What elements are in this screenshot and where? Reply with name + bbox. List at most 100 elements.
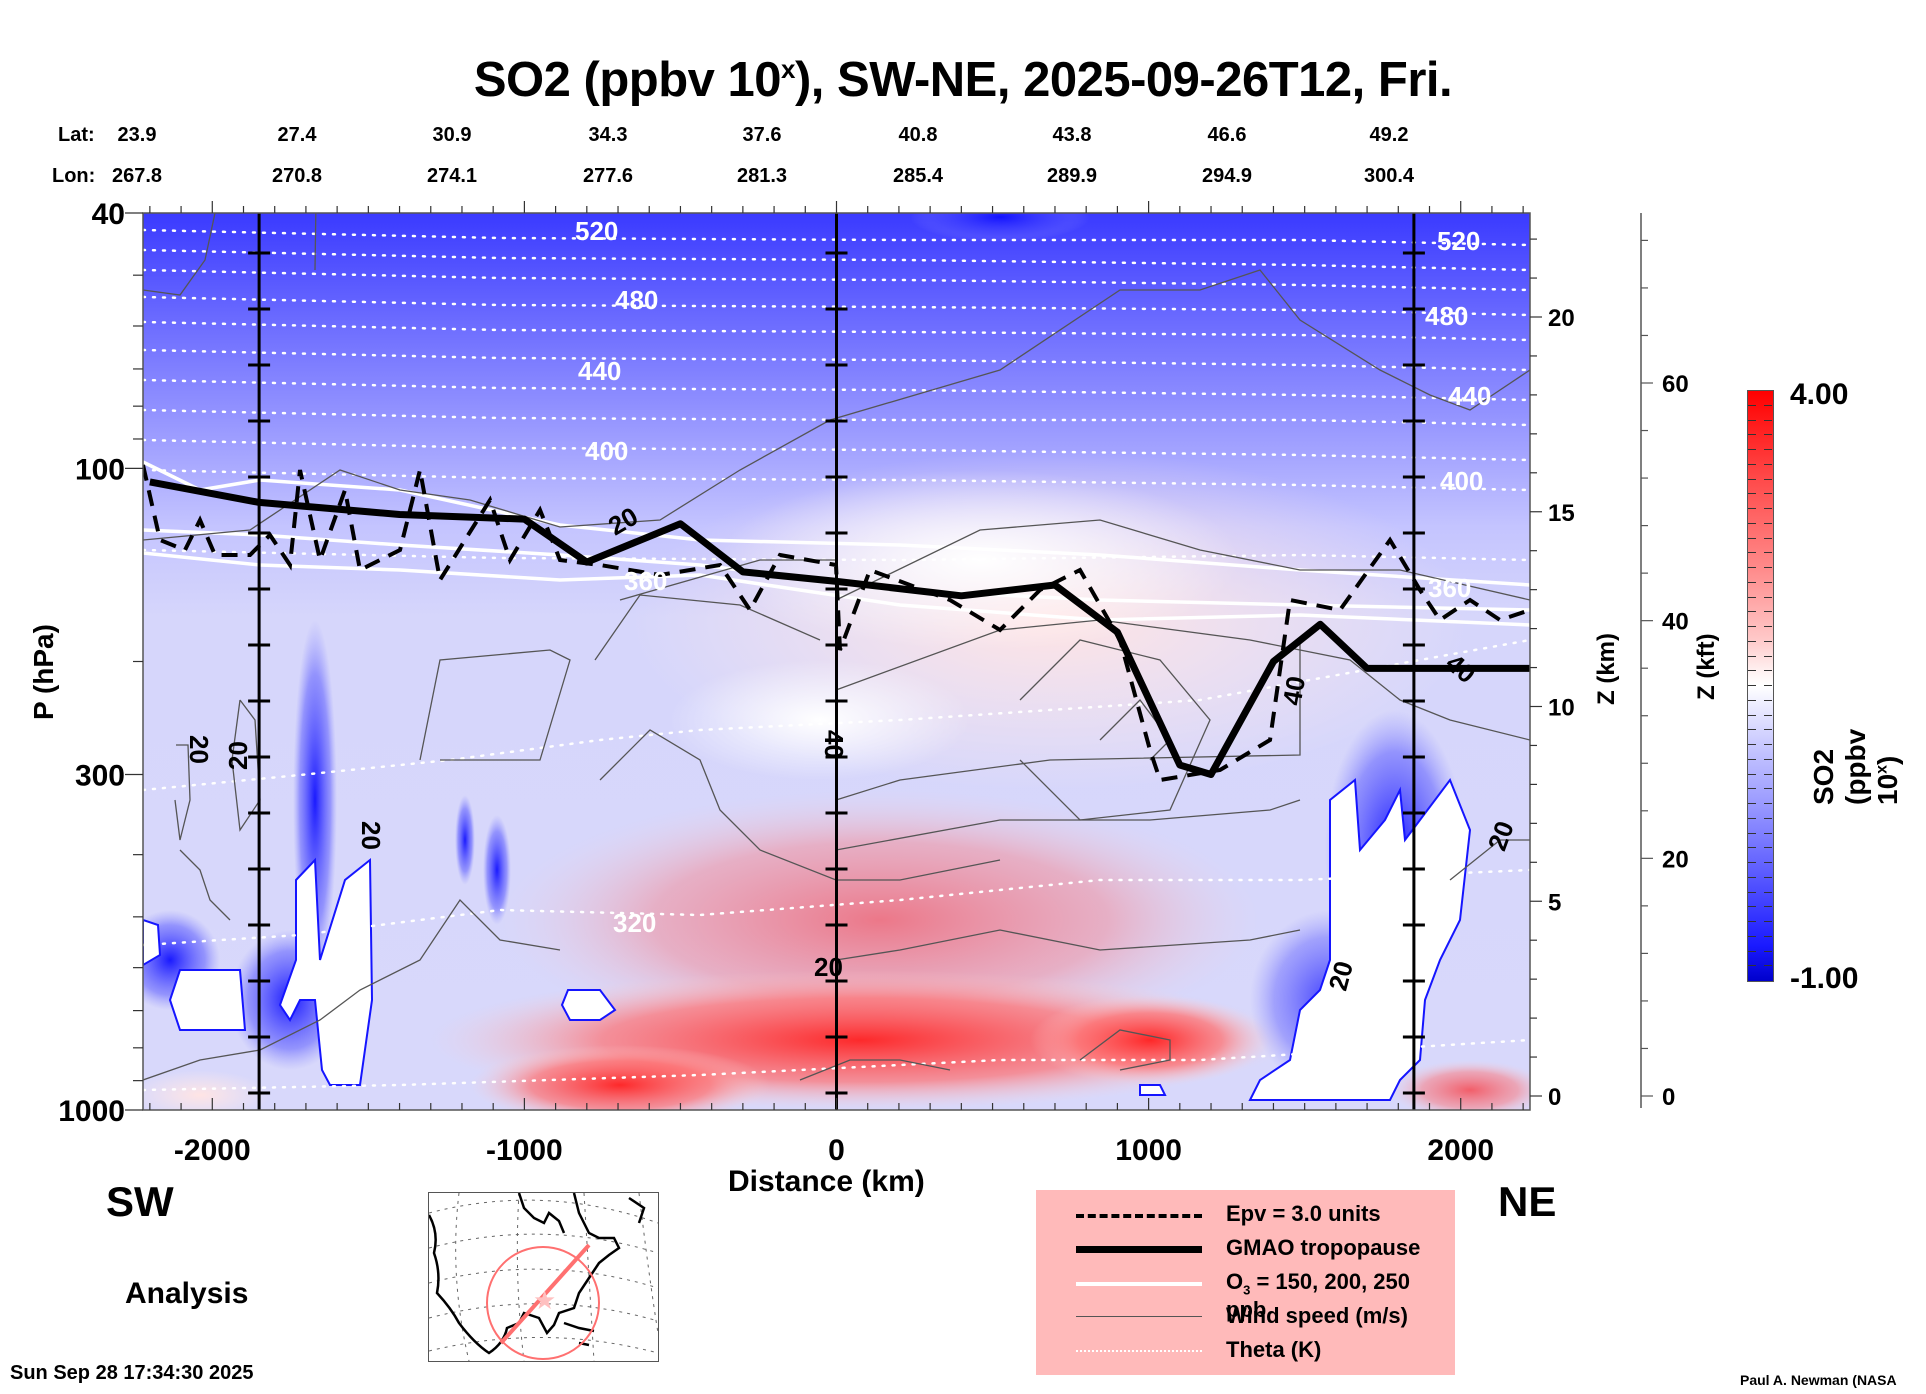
z-kft-axis-label: Z (kft) xyxy=(1693,633,1720,700)
colorbar-tick xyxy=(1748,817,1756,819)
colorbar-tick xyxy=(1764,463,1772,465)
dashed-line-icon xyxy=(1076,1214,1202,1218)
contour-label: 480 xyxy=(1425,301,1468,331)
colorbar-tick xyxy=(1764,699,1772,701)
lat-value: 30.9 xyxy=(432,124,472,146)
wind-contour xyxy=(835,799,1301,851)
map-graticule xyxy=(429,1193,658,1361)
colorbar-tick xyxy=(1748,714,1756,716)
x-tick-label: -1000 xyxy=(486,1134,563,1167)
wind-contour xyxy=(419,649,571,761)
legend-item-theta: Theta (K) xyxy=(1036,1334,1455,1368)
legend-item-wind: Wind speed (m/s) xyxy=(1036,1300,1455,1334)
z-km-axis-label: Z (km) xyxy=(1593,633,1620,705)
colorbar-tick xyxy=(1748,862,1756,863)
lat-label: Lat: xyxy=(58,124,95,146)
field-region-below-range xyxy=(278,857,374,1086)
wind-contour xyxy=(835,929,1301,961)
x-tick-label: 2000 xyxy=(1427,1134,1494,1167)
field-region-white xyxy=(670,660,970,780)
colorbar-tick xyxy=(1764,758,1772,760)
z-km-tick-label: 20 xyxy=(1548,305,1575,332)
lat-value: 34.3 xyxy=(588,124,628,146)
colorbar-tick xyxy=(1764,655,1772,657)
lat-value: 37.6 xyxy=(742,124,782,146)
colorbar-tick xyxy=(1748,699,1756,701)
lon-value: 300.4 xyxy=(1363,165,1415,187)
lat-value: 40.8 xyxy=(898,124,938,146)
tropopause-line xyxy=(149,478,1530,778)
range-circle xyxy=(486,1246,600,1360)
ozone-contour xyxy=(143,551,1530,627)
white-line-icon xyxy=(1076,1282,1202,1286)
colorbar-tick xyxy=(1764,921,1772,922)
y-axis-label: P (hPa) xyxy=(28,624,59,720)
lon-value: 281.3 xyxy=(736,165,788,187)
lon-value: 277.6 xyxy=(582,165,634,187)
theta-contour xyxy=(143,868,1530,947)
colorbar-tick xyxy=(1748,581,1756,583)
field-region-below-range xyxy=(143,918,162,967)
colorbar-tick xyxy=(1764,404,1772,406)
field-region-blue xyxy=(483,815,511,925)
colorbar-tick xyxy=(1748,876,1756,878)
contour-label: 520 xyxy=(1437,226,1480,256)
colorbar-tick xyxy=(1764,891,1772,893)
legend-item-o3: O3 = 150, 200, 250 ppb xyxy=(1036,1266,1455,1322)
field-region-blue xyxy=(910,213,1090,242)
colorbar-tick xyxy=(1748,449,1756,450)
colorbar-min-label: -1.00 xyxy=(1790,962,1859,995)
contour-label: 20 xyxy=(184,735,214,764)
z-kft-tick-label: 40 xyxy=(1662,609,1689,636)
colorbar-tick xyxy=(1748,803,1756,804)
colorbar-tick xyxy=(1764,744,1772,745)
colorbar-tick xyxy=(1748,921,1756,922)
x-tick-label: 0 xyxy=(828,1134,845,1167)
wind-contour xyxy=(143,898,561,1081)
lat-value: 27.4 xyxy=(277,124,317,146)
colorbar-tick xyxy=(1748,655,1756,657)
field-region-red xyxy=(1390,1060,1530,1110)
z-kft-tick-label: 60 xyxy=(1662,371,1689,398)
field-region-red xyxy=(470,1045,770,1110)
direction-right-label: NE xyxy=(1498,1178,1557,1225)
colorbar-tick xyxy=(1764,449,1772,450)
colorbar-tick xyxy=(1764,803,1772,804)
colorbar-tick xyxy=(1764,567,1772,568)
field-region-below-range xyxy=(168,969,247,1031)
colorbar-tick xyxy=(1748,758,1756,760)
colorbar-tick xyxy=(1764,773,1772,775)
y-tick-label: 100 xyxy=(75,453,125,486)
x-tick-label: -2000 xyxy=(174,1134,251,1167)
y-tick-label: 1000 xyxy=(58,1095,125,1128)
chart-title: SO2 (ppbv 10x), SW-NE, 2025-09-26T12, Fr… xyxy=(473,53,1453,107)
colorbar-tick xyxy=(1748,434,1756,436)
colorbar-tick xyxy=(1764,552,1772,554)
colorbar-tick xyxy=(1764,611,1772,613)
colorbar-tick xyxy=(1764,670,1772,672)
contour-label: 20 xyxy=(814,952,843,982)
colorbar-tick xyxy=(1748,773,1756,775)
colorbar-tick xyxy=(1748,508,1756,509)
y-tick-label: 40 xyxy=(92,198,125,231)
wind-contour xyxy=(799,1059,951,1081)
colorbar-tick xyxy=(1748,419,1756,421)
colorbar-tick xyxy=(1764,714,1772,716)
colorbar-tick xyxy=(1748,567,1756,568)
field-region-pink xyxy=(143,1070,270,1110)
colorbar-tick xyxy=(1764,729,1772,731)
cross-section-track xyxy=(499,1243,591,1345)
contour-label: 440 xyxy=(1448,381,1491,411)
lon-value: 274.1 xyxy=(426,165,478,187)
location-map-inset: ★ xyxy=(428,1192,659,1362)
lon-value: 289.9 xyxy=(1046,165,1098,187)
wind-contour xyxy=(143,213,216,296)
contour-label: 360 xyxy=(1428,573,1471,603)
lon-value: 267.8 xyxy=(111,165,163,187)
z-km-tick-label: 10 xyxy=(1548,695,1575,722)
colorbar-tick xyxy=(1748,670,1756,672)
colorbar-tick xyxy=(1748,729,1756,731)
colorbar-tick xyxy=(1748,788,1756,790)
colorbar-tick xyxy=(1764,581,1772,583)
thin-line-icon xyxy=(1076,1316,1202,1317)
